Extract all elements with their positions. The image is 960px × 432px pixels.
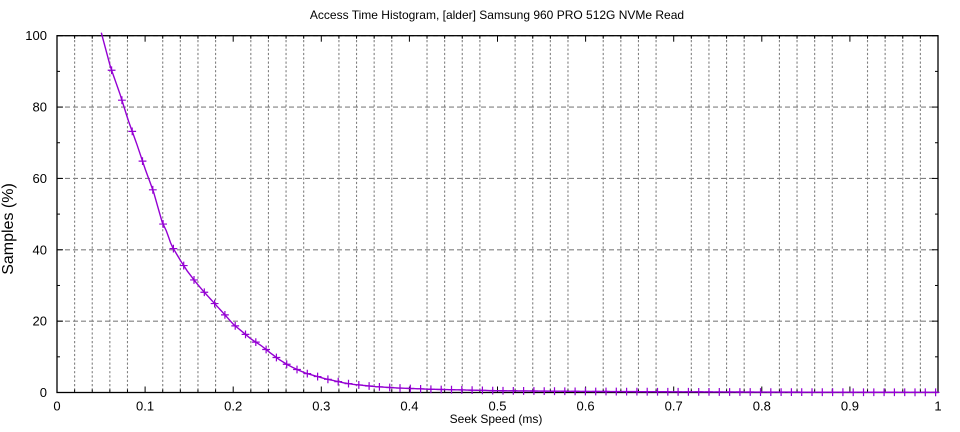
svg-text:0.4: 0.4 — [400, 399, 418, 414]
svg-text:0.2: 0.2 — [224, 399, 242, 414]
svg-text:1: 1 — [934, 399, 941, 414]
svg-text:100: 100 — [25, 28, 47, 43]
svg-text:Seek Speed (ms): Seek Speed (ms) — [450, 412, 543, 426]
svg-text:0.7: 0.7 — [665, 399, 683, 414]
svg-text:Access Time Histogram, [alder]: Access Time Histogram, [alder] Samsung 9… — [310, 8, 684, 22]
svg-text:Samples (%): Samples (%) — [0, 183, 17, 275]
svg-text:0.1: 0.1 — [136, 399, 154, 414]
svg-text:0.3: 0.3 — [312, 399, 330, 414]
svg-text:0: 0 — [53, 399, 60, 414]
svg-text:0.6: 0.6 — [577, 399, 595, 414]
svg-text:40: 40 — [33, 242, 47, 257]
svg-text:20: 20 — [33, 314, 47, 329]
svg-text:60: 60 — [33, 171, 47, 186]
svg-text:80: 80 — [33, 100, 47, 115]
svg-text:0.8: 0.8 — [753, 399, 771, 414]
svg-text:0.9: 0.9 — [841, 399, 859, 414]
svg-text:0: 0 — [40, 385, 47, 400]
